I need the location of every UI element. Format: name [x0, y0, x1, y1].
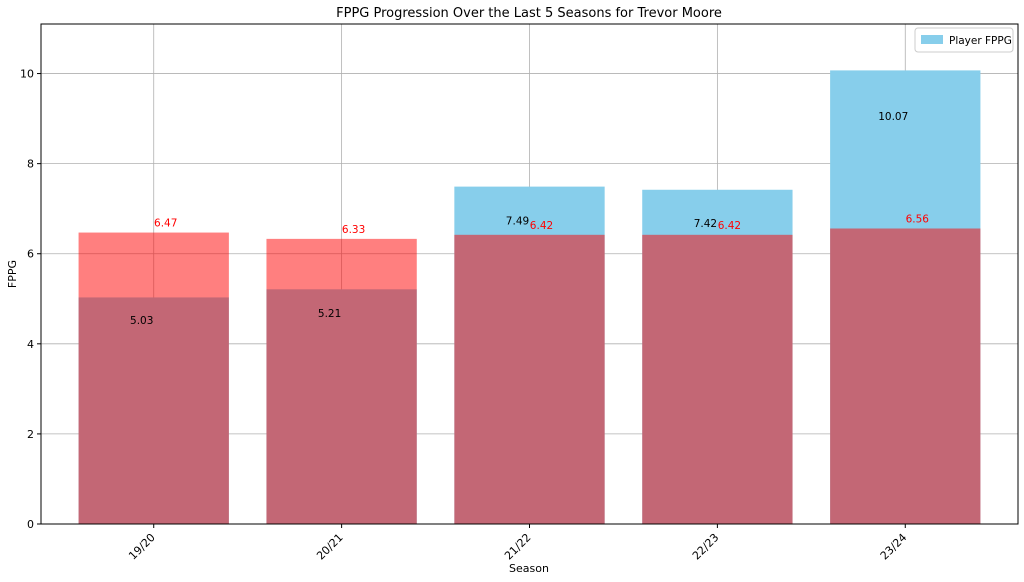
- player-fppg-value-label: 10.07: [878, 111, 908, 123]
- legend-label-player-fppg: Player FPPG: [949, 35, 1012, 47]
- x-tick-label: 21/22: [502, 531, 534, 563]
- data-labels: 5.03 5.21 7.49 7.42 10.07 6.47 6.33 6.42 6.42 6.5…: [130, 111, 929, 327]
- comparison-fppg-value-label: 6.47: [154, 218, 177, 230]
- comparison-fppg-bar: [266, 238, 417, 524]
- comparison-fppg-value-label: 6.42: [530, 220, 553, 232]
- comparison-fppg-bar: [454, 234, 605, 525]
- player-fppg-value-label: 7.42: [694, 218, 717, 230]
- y-tick-label: 8: [27, 158, 34, 171]
- comparison-fppg-bar: [642, 234, 793, 525]
- x-tick-label: 22/23: [690, 531, 722, 563]
- y-axis-title: FPPG: [6, 260, 19, 288]
- legend: Player FPPG: [914, 27, 1014, 53]
- legend-swatch-player-fppg: [921, 35, 943, 44]
- y-tick-label: 2: [27, 428, 34, 441]
- comparison-fppg-bar: [830, 228, 981, 524]
- x-tick-label: 23/24: [878, 531, 910, 563]
- bars: [78, 70, 981, 525]
- y-tick-label: 10: [20, 68, 34, 81]
- player-fppg-value-label: 5.03: [130, 315, 153, 327]
- x-tick-label: 19/20: [126, 531, 158, 563]
- x-axis-title: Season: [509, 562, 549, 575]
- chart-title: FPPG Progression Over the Last 5 Seasons…: [336, 6, 722, 21]
- comparison-fppg-value-label: 6.42: [718, 220, 741, 232]
- y-tick-label: 0: [27, 518, 34, 531]
- comparison-fppg-bar: [78, 232, 229, 524]
- player-fppg-value-label: 7.49: [506, 215, 529, 227]
- y-tick-label: 4: [27, 338, 34, 351]
- x-tick-label: 20/21: [314, 531, 346, 563]
- comparison-fppg-value-label: 6.33: [342, 224, 365, 236]
- legend-box: [914, 27, 1014, 53]
- y-tick-label: 6: [27, 248, 34, 261]
- player-fppg-value-label: 5.21: [318, 308, 341, 320]
- comparison-fppg-value-label: 6.56: [906, 214, 930, 226]
